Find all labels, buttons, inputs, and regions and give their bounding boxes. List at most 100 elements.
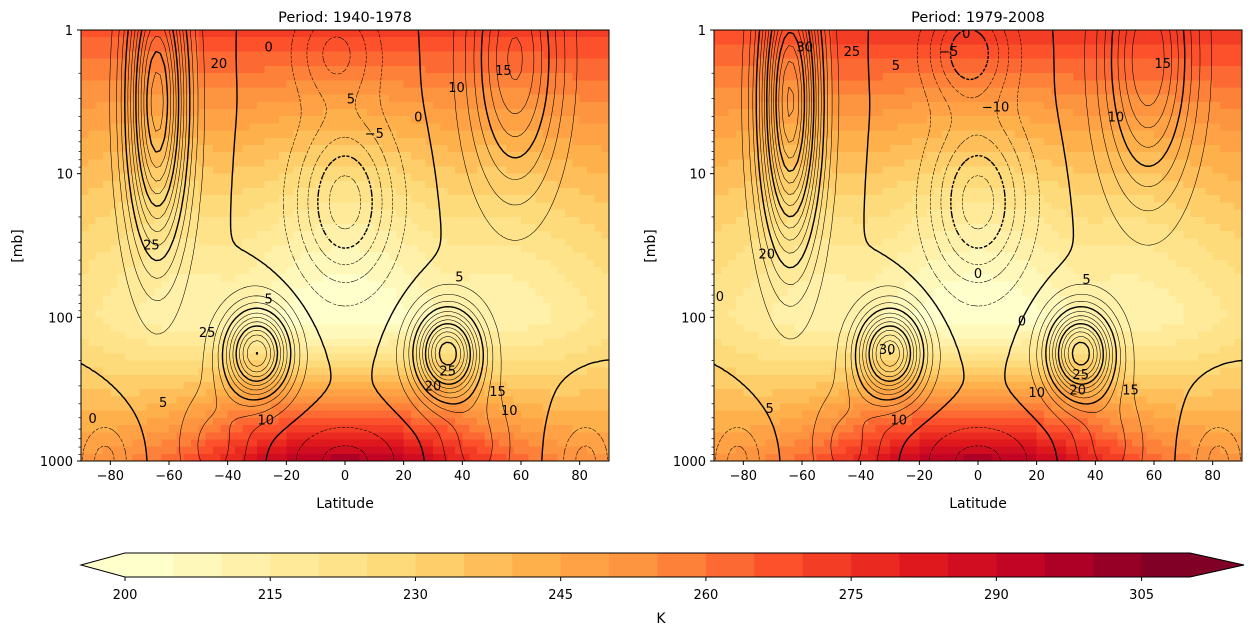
temperature-cell: [338, 145, 346, 153]
temperature-cell: [382, 87, 390, 95]
temperature-cell: [132, 281, 140, 289]
temperature-cell: [213, 44, 221, 52]
temperature-cell: [206, 123, 214, 131]
temperature-cell: [228, 109, 236, 117]
temperature-cell: [404, 404, 412, 412]
temperature-cell: [338, 368, 346, 376]
temperature-cell: [514, 30, 522, 38]
temperature-cell: [176, 447, 184, 455]
temperature-cell: [220, 95, 228, 103]
temperature-cell: [154, 425, 162, 433]
temperature-cell: [499, 310, 507, 318]
temperature-cell: [382, 447, 390, 455]
temperature-cell: [721, 202, 729, 210]
temperature-cell: [558, 174, 566, 182]
temperature-cell: [773, 274, 781, 282]
temperature-cell: [499, 123, 507, 131]
temperature-cell: [81, 217, 89, 225]
temperature-cell: [572, 389, 580, 397]
temperature-cell: [162, 289, 170, 297]
temperature-cell: [506, 80, 514, 88]
temperature-cell: [110, 418, 118, 426]
temperature-cell: [765, 59, 773, 67]
temperature-cell: [220, 246, 228, 254]
temperature-cell: [264, 274, 272, 282]
temperature-cell: [352, 425, 360, 433]
temperature-cell: [88, 353, 96, 361]
temperature-cell: [521, 80, 529, 88]
temperature-cell: [514, 188, 522, 196]
temperature-cell: [440, 166, 448, 174]
temperature-cell: [492, 260, 500, 268]
temperature-cell: [88, 389, 96, 397]
temperature-cell: [558, 131, 566, 139]
temperature-cell: [147, 353, 155, 361]
temperature-cell: [484, 360, 492, 368]
temperature-cell: [550, 325, 558, 333]
temperature-cell: [477, 195, 485, 203]
temperature-cell: [345, 231, 353, 239]
temperature-cell: [448, 138, 456, 146]
temperature-cell: [316, 447, 324, 455]
temperature-cell: [550, 181, 558, 189]
temperature-cell: [257, 195, 265, 203]
temperature-cell: [448, 246, 456, 254]
temperature-cell: [330, 145, 338, 153]
temperature-cell: [736, 30, 744, 38]
temperature-cell: [272, 253, 280, 261]
temperature-cell: [308, 382, 316, 390]
temperature-cell: [213, 73, 221, 81]
temperature-cell: [426, 188, 434, 196]
temperature-cell: [470, 418, 478, 426]
temperature-cell: [257, 166, 265, 174]
temperature-cell: [345, 73, 353, 81]
temperature-cell: [558, 87, 566, 95]
temperature-cell: [470, 109, 478, 117]
temperature-cell: [558, 217, 566, 225]
temperature-cell: [316, 188, 324, 196]
temperature-cell: [374, 281, 382, 289]
temperature-cell: [404, 439, 412, 447]
temperature-cell: [418, 73, 426, 81]
temperature-cell: [572, 332, 580, 340]
temperature-cell: [477, 447, 485, 455]
temperature-cell: [484, 231, 492, 239]
temperature-cell: [250, 166, 258, 174]
temperature-cell: [213, 159, 221, 167]
temperature-cell: [81, 159, 89, 167]
temperature-cell: [110, 368, 118, 376]
temperature-cell: [162, 360, 170, 368]
temperature-cell: [433, 30, 441, 38]
temperature-cell: [96, 454, 104, 462]
temperature-cell: [780, 296, 788, 304]
temperature-cell: [736, 123, 744, 131]
temperature-cell: [729, 396, 737, 404]
temperature-cell: [220, 317, 228, 325]
temperature-cell: [521, 181, 529, 189]
temperature-cell: [492, 425, 500, 433]
temperature-cell: [323, 332, 331, 340]
temperature-cell: [594, 210, 602, 218]
temperature-cell: [484, 274, 492, 282]
temperature-cell: [721, 59, 729, 67]
temperature-cell: [602, 131, 610, 139]
temperature-cell: [729, 339, 737, 347]
temperature-cell: [125, 73, 133, 81]
temperature-cell: [213, 238, 221, 246]
temperature-cell: [308, 116, 316, 124]
temperature-cell: [316, 411, 324, 419]
temperature-cell: [396, 44, 404, 52]
temperature-cell: [294, 217, 302, 225]
temperature-cell: [418, 303, 426, 311]
temperature-cell: [514, 375, 522, 383]
temperature-cell: [345, 332, 353, 340]
temperature-cell: [125, 260, 133, 268]
temperature-cell: [360, 454, 368, 462]
temperature-cell: [543, 231, 551, 239]
temperature-cell: [514, 267, 522, 275]
temperature-cell: [780, 80, 788, 88]
temperature-cell: [587, 246, 595, 254]
temperature-cell: [220, 181, 228, 189]
temperature-cell: [455, 188, 463, 196]
temperature-cell: [176, 396, 184, 404]
